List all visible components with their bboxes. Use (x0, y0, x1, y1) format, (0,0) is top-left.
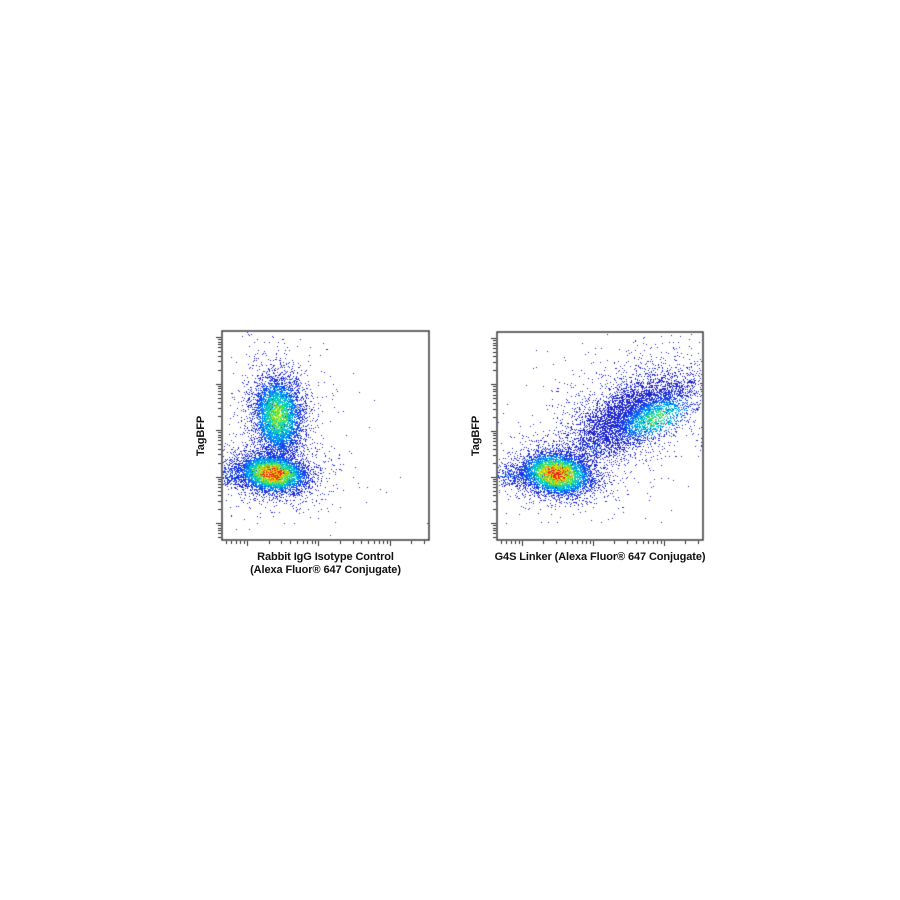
scatter-plot-right (483, 328, 707, 558)
y-axis-label-right: TagBFP (470, 415, 482, 457)
x-axis-label-right: G4S Linker (Alexa Fluor® 647 Conjugate) (457, 551, 743, 564)
x-axis-label-left: Rabbit IgG Isotype Control (Alexa Fluor®… (182, 551, 469, 576)
scatter-plot-left (208, 327, 433, 558)
x-axis-label-left-line2: (Alexa Fluor® 647 Conjugate) (250, 563, 401, 576)
x-axis-label-left-line1: Rabbit IgG Isotype Control (257, 551, 394, 563)
x-axis-label-right-line1: G4S Linker (Alexa Fluor® 647 Conjugate) (494, 551, 706, 563)
y-axis-label-left: TagBFP (195, 415, 207, 456)
